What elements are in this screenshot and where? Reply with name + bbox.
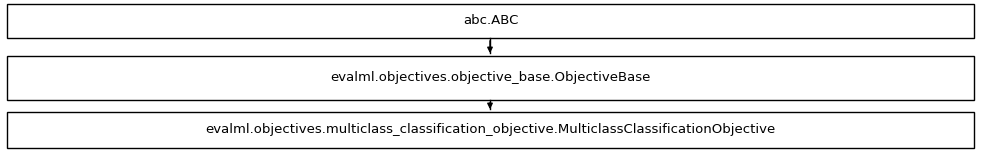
Bar — [7, 4, 974, 38]
Bar — [7, 56, 974, 100]
Text: evalml.objectives.objective_base.ObjectiveBase: evalml.objectives.objective_base.Objecti… — [331, 71, 650, 85]
Text: abc.ABC: abc.ABC — [463, 14, 518, 28]
Bar — [7, 112, 974, 148]
Text: evalml.objectives.multiclass_classification_objective.MulticlassClassificationOb: evalml.objectives.multiclass_classificat… — [205, 123, 776, 136]
